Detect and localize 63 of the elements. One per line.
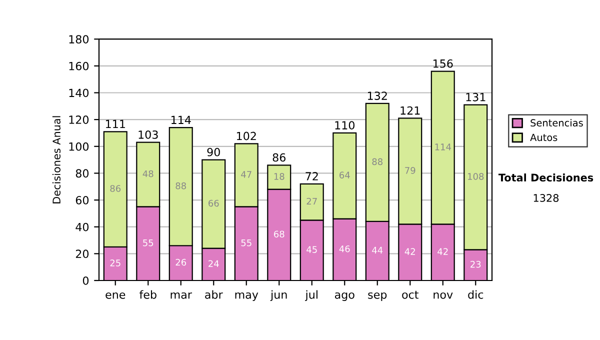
data-label: 23 [470, 260, 481, 268]
total-label: 156 [433, 59, 453, 68]
y-tick-label: 0 [82, 276, 89, 285]
y-tick-label: 160 [69, 62, 89, 70]
data-label: 88 [372, 158, 382, 166]
total-label: 132 [368, 92, 387, 100]
y-tick-label: 40 [76, 222, 89, 232]
total-label: 111 [106, 120, 125, 128]
y-tick-label: 120 [69, 116, 89, 124]
data-label: 48 [142, 170, 154, 178]
data-label: 42 [404, 248, 415, 255]
data-label: 18 [274, 173, 284, 180]
legend-label: Sentencias [530, 118, 583, 127]
x-tick-label: feb [139, 290, 156, 299]
data-label: 45 [306, 246, 317, 253]
y-tick-label: 180 [69, 35, 89, 44]
y-axis-title: Decisiones Anual [52, 116, 60, 204]
data-label: 47 [241, 171, 252, 178]
data-label: 24 [208, 260, 219, 267]
x-tick-label: oct [402, 290, 418, 299]
text: 1328 [534, 194, 559, 202]
y-tick-label: 80 [76, 169, 89, 178]
data-label: 64 [340, 172, 350, 179]
data-label: 86 [110, 185, 121, 192]
data-label: 66 [208, 200, 219, 207]
data-label: 44 [372, 246, 383, 254]
data-label: 55 [241, 240, 252, 246]
data-label: 108 [468, 173, 484, 180]
data-label: 46 [339, 245, 350, 252]
x-tick-label: ene [106, 292, 126, 299]
total-label: 103 [138, 130, 158, 139]
y-tick-label: 60 [76, 196, 89, 204]
total-label: 121 [400, 106, 420, 115]
total-label: 110 [335, 121, 354, 130]
x-tick-label: sep [368, 292, 387, 301]
x-tick-label: may [235, 292, 258, 301]
data-label: 114 [435, 144, 451, 150]
x-tick-label: jul [305, 290, 318, 301]
total-label: 90 [207, 148, 220, 156]
data-label: 42 [438, 248, 448, 255]
x-tick-label: nov [434, 292, 453, 299]
data-label: 27 [306, 198, 317, 205]
data-label: 88 [176, 182, 186, 190]
x-tick-label: ago [334, 292, 354, 301]
x-tick-label: jun [270, 290, 287, 301]
x-tick-label: abr [205, 290, 223, 299]
y-tick-label: 100 [69, 142, 89, 151]
data-label: 25 [110, 260, 120, 266]
data-label: 26 [176, 258, 186, 266]
legend-label: Autos [530, 134, 558, 142]
x-tick-label: dic [468, 290, 484, 299]
total-label: 102 [236, 132, 256, 140]
total-label: 114 [171, 116, 191, 124]
x-tick-label: mar [170, 292, 192, 299]
y-tick-label: 20 [76, 250, 89, 258]
data-label: 55 [143, 240, 154, 246]
text: Total Decisiones [498, 173, 594, 182]
total-label: 131 [466, 92, 486, 102]
y-tick-label: 140 [69, 88, 89, 98]
total-label: 86 [272, 153, 286, 162]
data-label: 79 [405, 166, 416, 174]
total-label: 72 [306, 172, 318, 180]
data-label: 68 [274, 230, 284, 238]
